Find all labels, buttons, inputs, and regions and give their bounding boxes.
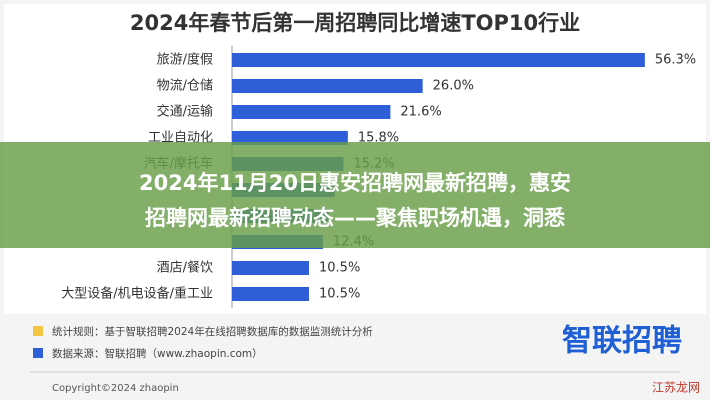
- legend-square: [33, 326, 43, 336]
- value-label: 21.6%: [400, 105, 441, 120]
- copyright: Copyright©2024 zhaopin: [52, 383, 179, 394]
- footer-note: 数据来源：智联招聘（www.zhaopin.com）: [52, 347, 263, 360]
- logo: 智联招聘: [562, 324, 682, 359]
- bar: [232, 261, 309, 275]
- y-tick-label: 工业自动化: [148, 131, 213, 146]
- value-label: 10.5%: [319, 287, 360, 302]
- bar: [232, 287, 309, 301]
- y-tick-label: 物流/仓储: [157, 79, 213, 94]
- overlay-text: 2024年11月20日惠安招聘网最新招聘，惠安: [139, 171, 571, 195]
- watermark: 江苏龙网: [652, 381, 700, 395]
- footer-note: 统计规则：基于智联招聘2024年在线招聘数据库的数据监测统计分析: [52, 325, 373, 338]
- bar: [232, 105, 391, 119]
- overlay-banner: [0, 142, 710, 248]
- bar: [232, 131, 348, 145]
- overlay-text: 招聘网最新招聘动态——聚焦职场机遇，洞悉: [145, 206, 565, 230]
- y-tick-label: 酒店/餐饮: [157, 260, 213, 276]
- legend-square: [33, 348, 43, 358]
- value-label: 10.5%: [319, 261, 360, 276]
- chart-title: 2024年春节后第一周招聘同比增速TOP10行业: [130, 11, 580, 35]
- y-tick-label: 交通/运输: [157, 104, 213, 120]
- value-label: 56.3%: [655, 53, 696, 68]
- y-tick-label: 旅游/度假: [157, 52, 213, 68]
- value-label: 15.8%: [358, 131, 399, 146]
- bar: [232, 79, 423, 93]
- y-tick-label: 大型设备/机电设备/重工业: [61, 286, 213, 302]
- bar: [232, 53, 645, 67]
- value-label: 26.0%: [433, 79, 474, 94]
